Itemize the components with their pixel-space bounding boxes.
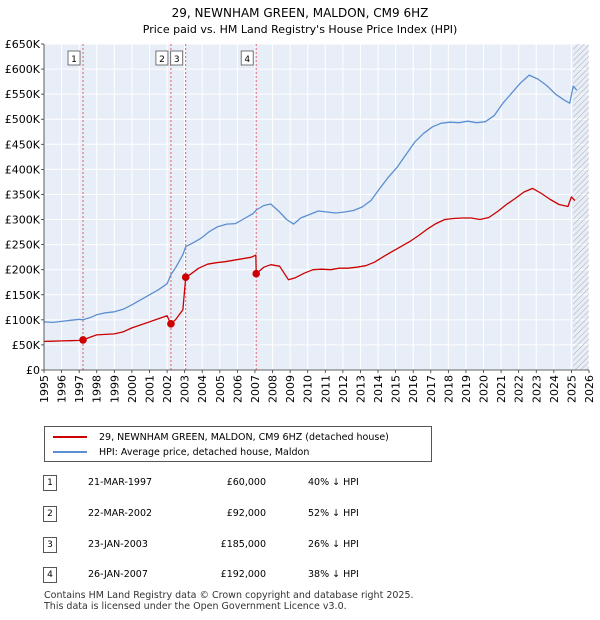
hpi-line-swatch [53,451,87,453]
x-tick-label: 2026 [583,375,596,403]
y-tick-label: £600K [5,63,41,76]
sale-number-badge: 4 [43,567,57,583]
sale-number-badge: 2 [43,506,57,522]
price-chart: 29, NEWNHAM GREEN, MALDON, CM9 6HZ Price… [5,6,596,403]
sale-price: £60,000 [226,477,266,488]
y-tick-label: £500K [5,113,41,126]
sale-date: 21-MAR-1997 [88,477,153,488]
sale-hpi-diff: 38% ↓ HPI [308,569,359,580]
table-row: 3 23-JAN-2003 £185,000 26% ↓ HPI [40,537,460,553]
plot-area [44,44,589,370]
y-tick-label: £350K [5,188,41,201]
x-tick-label: 1996 [56,375,69,403]
y-tick-label: £150K [5,289,41,302]
x-tick-label: 2024 [548,375,561,403]
legend-label-hpi: HPI: Average price, detached house, Mald… [99,446,310,458]
y-tick-label: £300K [5,214,41,227]
forecast-hatch-region [573,44,589,370]
y-tick-label: £400K [5,163,41,176]
sale-price: £185,000 [220,539,266,550]
table-row: 4 26-JAN-2007 £192,000 38% ↓ HPI [40,567,460,583]
sale-point [252,269,260,278]
sale-date: 26-JAN-2007 [88,569,148,580]
sale-hpi-diff: 40% ↓ HPI [308,477,359,488]
x-tick-label: 2006 [231,375,244,403]
property-series-line [43,187,576,343]
x-tick-label: 2019 [460,375,473,403]
chart-subtitle: Price paid vs. HM Land Registry's House … [143,23,458,36]
sale-number-box [240,50,254,66]
x-tick-label: 2012 [337,375,350,403]
sale-hpi-diff: 52% ↓ HPI [308,508,359,519]
sale-number-label: 4 [244,55,250,65]
x-tick-label: 1999 [108,375,121,403]
x-tick-label: 2018 [442,375,455,403]
y-tick-label: £650K [5,38,41,51]
sale-price: £192,000 [220,569,266,580]
legend-item-property: 29, NEWNHAM GREEN, MALDON, CM9 6HZ (deta… [53,430,389,444]
legend-item-hpi: HPI: Average price, detached house, Mald… [53,445,309,459]
sale-number-label: 2 [159,55,165,65]
table-row: 1 21-MAR-1997 £60,000 40% ↓ HPI [40,475,460,491]
y-tick-label: £550K [5,88,41,101]
sale-price: £92,000 [226,508,266,519]
sale-number-badge: 3 [43,537,57,553]
x-tick-label: 2016 [407,375,420,403]
sale-number-box [155,50,169,66]
y-tick-label: £50K [12,339,41,352]
sale-date: 23-JAN-2003 [88,539,148,550]
hpi-series-line [43,74,578,324]
x-tick-label: 2017 [425,375,438,403]
property-line-swatch [53,436,87,438]
x-tick-label: 2005 [214,375,227,403]
sale-point [167,320,175,328]
y-tick-label: £200K [5,264,41,277]
sale-date: 22-MAR-2002 [88,508,153,519]
legend-label-property: 29, NEWNHAM GREEN, MALDON, CM9 6HZ (deta… [99,431,389,443]
sale-number-label: 1 [71,55,77,65]
sale-point [181,273,190,282]
x-tick-label: 2020 [478,375,491,403]
sale-number-box [170,50,184,66]
x-tick-label: 2022 [513,375,526,403]
x-tick-label: 2023 [530,375,543,403]
x-tick-label: 2001 [143,375,156,403]
footer-attribution: Contains HM Land Registry data © Crown c… [44,590,414,612]
x-tick-label: 2002 [161,375,174,403]
x-tick-label: 2025 [565,375,578,403]
y-tick-label: £450K [5,138,41,151]
y-tick-label: £250K [5,239,41,252]
x-tick-label: 2015 [390,375,403,403]
x-tick-label: 2021 [495,375,508,403]
x-tick-label: 2007 [249,375,262,403]
x-tick-label: 2004 [196,375,209,403]
chart-title: 29, NEWNHAM GREEN, MALDON, CM9 6HZ [172,6,429,20]
x-tick-label: 2014 [372,375,385,403]
y-tick-label: £0 [26,364,40,377]
x-tick-label: 1997 [73,375,86,403]
x-tick-label: 2003 [179,375,192,403]
sale-hpi-diff: 26% ↓ HPI [308,539,359,550]
x-tick-label: 2013 [354,375,367,403]
x-tick-label: 2009 [284,375,297,403]
x-tick-label: 2011 [319,375,332,403]
table-row: 2 22-MAR-2002 £92,000 52% ↓ HPI [40,506,460,522]
y-tick-label: £100K [5,314,41,327]
footer-line-1: Contains HM Land Registry data © Crown c… [44,590,414,601]
footer-line-2: This data is licensed under the Open Gov… [44,601,347,612]
sale-number-label: 3 [174,55,180,65]
x-tick-label: 2000 [126,375,139,403]
chart-legend: 29, NEWNHAM GREEN, MALDON, CM9 6HZ (deta… [44,426,432,462]
x-tick-label: 2008 [267,375,280,403]
sale-point [79,336,87,344]
x-tick-label: 1995 [38,375,51,403]
sale-number-badge: 1 [43,475,57,491]
x-tick-label: 2010 [302,375,315,403]
sale-number-box [67,50,81,66]
x-tick-label: 1998 [91,375,104,403]
